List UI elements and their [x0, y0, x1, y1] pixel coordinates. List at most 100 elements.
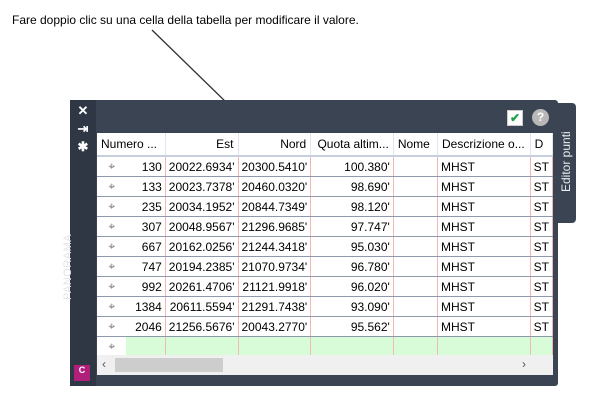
table-cell[interactable] [530, 336, 553, 357]
table-cell[interactable]: 20034.1952' [165, 196, 239, 217]
scrollbar-thumb[interactable] [115, 358, 223, 372]
table-cell[interactable]: 130 [126, 156, 166, 177]
table-cell[interactable]: ST [530, 296, 553, 317]
table-cell[interactable]: ST [530, 156, 553, 177]
table-cell[interactable] [393, 276, 439, 297]
settings-icon[interactable]: ✱ [77, 139, 89, 154]
table-row[interactable]: ⌖ 1384 20611.5594' 21291.7438' 93.090' MHST ST [97, 296, 553, 317]
table-cell[interactable]: 992 [126, 276, 166, 297]
table-cell[interactable]: MHST [437, 276, 531, 297]
new-point-row[interactable]: ⌖ [97, 336, 553, 357]
table-cell[interactable]: MHST [437, 256, 531, 277]
column-header[interactable]: Numero ... [97, 133, 166, 157]
table-cell[interactable]: 2046 [126, 316, 166, 337]
table-cell[interactable]: ST [530, 236, 553, 257]
commit-checkmark-button[interactable]: ✔ [507, 110, 523, 126]
table-cell[interactable]: ST [530, 316, 553, 337]
table-cell[interactable]: 96.780' [310, 256, 394, 277]
table-cell[interactable]: 98.690' [310, 176, 394, 197]
table-cell[interactable]: 307 [126, 216, 166, 237]
table-cell[interactable] [393, 156, 439, 177]
table-row[interactable]: ⌖ 133 20023.7378' 20460.0320' 98.690' MHST ST [97, 176, 553, 197]
table-cell[interactable] [393, 236, 439, 257]
table-row[interactable]: ⌖ 992 20261.4706' 21121.9918' 96.020' MHST ST [97, 276, 553, 297]
table-cell[interactable] [393, 336, 439, 357]
table-cell[interactable] [310, 336, 394, 357]
table-cell[interactable]: 20261.4706' [165, 276, 239, 297]
column-header[interactable]: Quota altim... [310, 133, 394, 157]
table-cell[interactable] [393, 256, 439, 277]
table-cell[interactable]: MHST [437, 236, 531, 257]
table-cell[interactable]: 667 [126, 236, 166, 257]
table-cell[interactable]: 20844.7349' [238, 196, 312, 217]
table-cell[interactable]: ST [530, 196, 553, 217]
table-cell[interactable]: 95.562' [310, 316, 394, 337]
table-row[interactable]: ⌖ 667 20162.0256' 21244.3418' 95.030' MHST ST [97, 236, 553, 257]
table-cell[interactable]: ST [530, 216, 553, 237]
points-table: Numero ... Est Nord Quota altim... Nome Descr… [97, 133, 553, 375]
table-cell[interactable]: MHST [437, 296, 531, 317]
table-cell[interactable] [165, 336, 239, 357]
column-header[interactable]: Nome [393, 133, 439, 157]
table-cell[interactable] [238, 336, 312, 357]
table-cell[interactable]: 20300.5410' [238, 156, 312, 177]
table-cell[interactable]: 21244.3418' [238, 236, 312, 257]
table-cell[interactable]: MHST [437, 316, 531, 337]
table-row[interactable]: ⌖ 235 20034.1952' 20844.7349' 98.120' MHST ST [97, 196, 553, 217]
table-cell[interactable]: ST [530, 276, 553, 297]
table-cell[interactable]: MHST [437, 156, 531, 177]
table-cell[interactable]: 1384 [126, 296, 166, 317]
column-header[interactable]: Descrizione o... [437, 133, 531, 157]
point-marker-icon: ⌖ [97, 276, 127, 297]
table-cell[interactable]: ST [530, 176, 553, 197]
table-cell[interactable]: 21291.7438' [238, 296, 312, 317]
help-icon[interactable]: ? [532, 109, 549, 126]
editor-punti-tab[interactable] [553, 103, 576, 223]
table-row[interactable]: ⌖ 130 20022.6934' 20300.5410' 100.380' MHST ST [97, 156, 553, 177]
table-cell[interactable]: 95.030' [310, 236, 394, 257]
table-cell[interactable]: 20048.9567' [165, 216, 239, 237]
table-cell[interactable]: 97.747' [310, 216, 394, 237]
table-cell[interactable]: 98.120' [310, 196, 394, 217]
table-cell[interactable]: MHST [437, 216, 531, 237]
close-icon[interactable]: ✕ [77, 103, 89, 118]
scroll-right-icon[interactable]: › [522, 357, 526, 371]
table-cell[interactable] [126, 336, 166, 357]
table-cell[interactable] [393, 216, 439, 237]
table-row[interactable]: ⌖ 2046 21256.5676' 20043.2770' 95.562' MHST ST [97, 316, 553, 337]
table-cell[interactable]: 20162.0256' [165, 236, 239, 257]
table-cell[interactable]: 20022.6934' [165, 156, 239, 177]
table-cell[interactable] [393, 176, 439, 197]
table-cell[interactable]: 20611.5594' [165, 296, 239, 317]
table-cell[interactable]: 100.380' [310, 156, 394, 177]
table-cell[interactable]: 235 [126, 196, 166, 217]
table-cell[interactable] [393, 296, 439, 317]
table-cell[interactable]: 93.090' [310, 296, 394, 317]
table-cell[interactable]: 21121.9918' [238, 276, 312, 297]
table-row[interactable]: ⌖ 747 20194.2385' 21070.9734' 96.780' MHST ST [97, 256, 553, 277]
table-cell[interactable]: 747 [126, 256, 166, 277]
table-cell[interactable]: 21070.9734' [238, 256, 312, 277]
table-cell[interactable] [393, 196, 439, 217]
table-row[interactable]: ⌖ 307 20048.9567' 21296.9685' 97.747' MHST ST [97, 216, 553, 237]
horizontal-scrollbar[interactable]: ‹ › [97, 355, 553, 375]
auto-hide-icon[interactable]: ⇥ [77, 121, 89, 136]
table-cell[interactable]: 133 [126, 176, 166, 197]
table-cell[interactable]: 20194.2385' [165, 256, 239, 277]
table-cell[interactable]: 20023.7378' [165, 176, 239, 197]
table-cell[interactable]: 21256.5676' [165, 316, 239, 337]
table-cell[interactable]: ST [530, 256, 553, 277]
column-header[interactable]: Est [165, 133, 239, 157]
civil3d-logo: C [74, 365, 90, 381]
scroll-left-icon[interactable]: ‹ [102, 357, 106, 371]
table-cell[interactable] [437, 336, 531, 357]
column-header[interactable]: Nord [238, 133, 312, 157]
table-cell[interactable] [393, 316, 439, 337]
table-cell[interactable]: 20043.2770' [238, 316, 312, 337]
column-header[interactable]: D [530, 133, 553, 157]
table-cell[interactable]: 21296.9685' [238, 216, 312, 237]
table-cell[interactable]: 20460.0320' [238, 176, 312, 197]
table-cell[interactable]: MHST [437, 196, 531, 217]
table-cell[interactable]: 96.020' [310, 276, 394, 297]
table-cell[interactable]: MHST [437, 176, 531, 197]
